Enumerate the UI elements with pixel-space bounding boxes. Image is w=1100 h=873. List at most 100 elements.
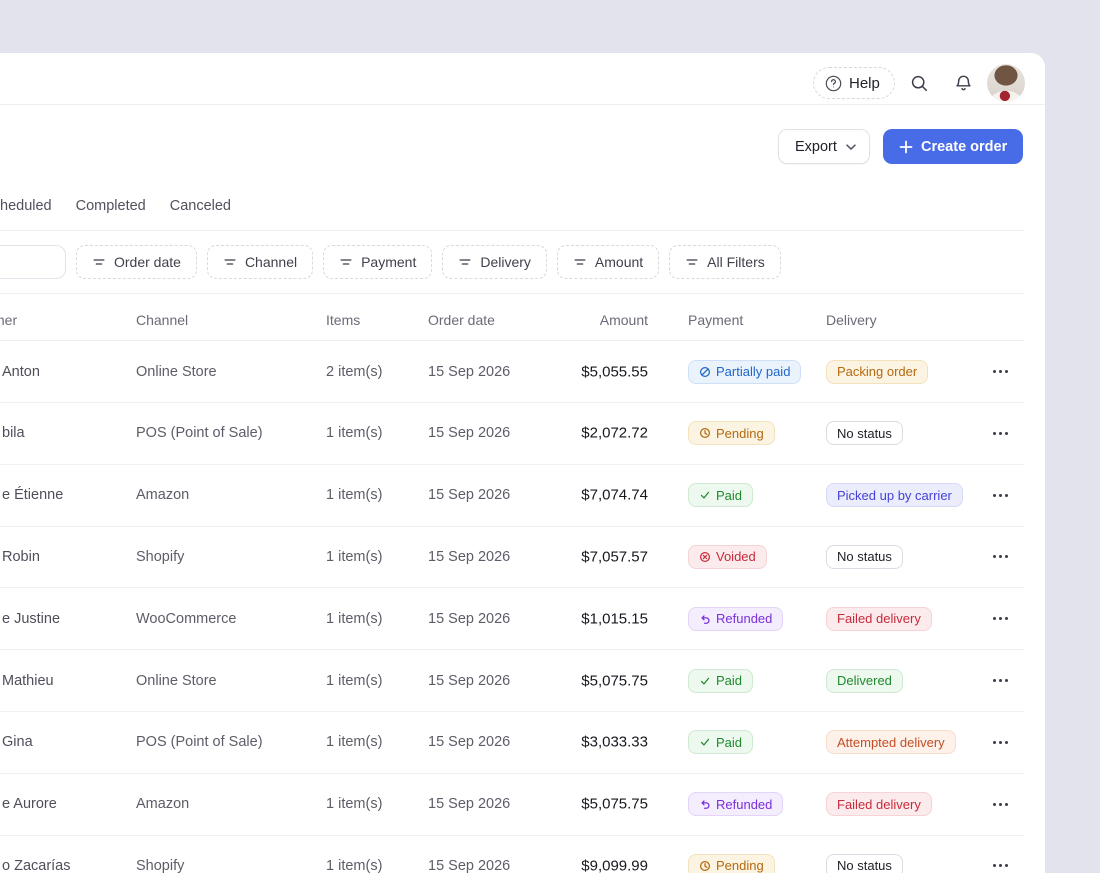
payment-status-badge: Refunded: [688, 606, 784, 631]
row-actions-button[interactable]: [984, 607, 1016, 631]
column-header-order-date: Order date: [428, 312, 495, 328]
table-row: Robin Shopify 1 item(s) 15 Sep 2026 $7,0…: [0, 526, 1024, 589]
items-cell: 1 item(s): [326, 425, 383, 442]
tab-completed[interactable]: Completed: [75, 198, 146, 214]
avatar[interactable]: [987, 64, 1025, 102]
channel-cell: Shopify: [136, 857, 185, 873]
delivery-status-badge: Packing order: [826, 359, 929, 384]
delivery-status-badge: No status: [826, 421, 903, 446]
amount-cell: $3,033.33: [581, 733, 648, 751]
badge-label: Refunded: [716, 796, 773, 812]
column-header-payment: Payment: [688, 312, 744, 328]
order-date-cell: 15 Sep 2026: [428, 672, 511, 689]
customer-name: Anton: [2, 363, 40, 380]
row-actions-button[interactable]: [984, 792, 1016, 816]
channel-cell: WooCommerce: [136, 610, 237, 627]
help-button[interactable]: Help: [813, 67, 895, 99]
filter-lines-icon: [574, 259, 586, 265]
customer-name: e Aurore: [2, 796, 57, 813]
badge-label: No status: [837, 549, 892, 565]
badge-label: Picked up by carrier: [837, 487, 952, 503]
notifications-button[interactable]: [948, 68, 978, 98]
filter-lines-icon: [224, 259, 236, 265]
table-header-row: mer Channel Items Order date Amount Paym…: [0, 300, 1024, 341]
badge-label: No status: [837, 425, 892, 441]
filter-pill-label: All Filters: [707, 254, 765, 270]
filter-lines-icon: [340, 259, 352, 265]
plus-icon: [899, 140, 913, 154]
filter-lines-icon: [686, 259, 698, 265]
amount-cell: $2,072.72: [581, 424, 648, 442]
row-actions-button[interactable]: [984, 483, 1016, 507]
undo-icon: [701, 800, 710, 809]
customer-name: o Zacarías: [2, 857, 71, 873]
row-actions-button[interactable]: [984, 545, 1016, 569]
filter-pill-label: Order date: [114, 254, 181, 270]
column-header-channel: Channel: [136, 312, 189, 328]
row-actions-button[interactable]: [984, 669, 1016, 693]
table-row: e Aurore Amazon 1 item(s) 15 Sep 2026 $5…: [0, 774, 1024, 836]
question-circle-icon: [825, 75, 842, 92]
delivery-status-badge: No status: [826, 853, 903, 873]
check-icon: [700, 739, 710, 746]
items-cell: 1 item(s): [326, 487, 383, 504]
order-date-cell: 15 Sep 2026: [428, 734, 511, 751]
badge-label: Delivered: [837, 673, 892, 688]
create-order-button[interactable]: Create order: [883, 129, 1024, 164]
table-row: Anton Online Store 2 item(s) 15 Sep 2026…: [0, 341, 1024, 403]
filter-pill-amount[interactable]: Amount: [556, 245, 660, 279]
filter-pill-payment[interactable]: Payment: [323, 245, 433, 279]
column-header-customer: mer: [0, 312, 18, 328]
order-date-cell: 15 Sep 2026: [428, 548, 511, 565]
column-header-delivery: Delivery: [826, 312, 877, 328]
filter-pill-all-filters[interactable]: All Filters: [669, 245, 781, 279]
column-header-amount: Amount: [599, 312, 648, 328]
export-button[interactable]: Export: [778, 129, 870, 164]
tab-canceled[interactable]: Canceled: [169, 198, 231, 214]
row-actions-button[interactable]: [984, 360, 1016, 384]
items-cell: 1 item(s): [326, 734, 383, 751]
search-button[interactable]: [904, 68, 934, 98]
clock-icon: [699, 860, 711, 871]
tab-heduled[interactable]: heduled: [0, 198, 52, 214]
undo-icon: [701, 615, 710, 624]
badge-label: Partially paid: [716, 364, 791, 379]
customer-name: e Étienne: [2, 487, 64, 504]
table-row: e Étienne Amazon 1 item(s) 15 Sep 2026 $…: [0, 465, 1024, 527]
payment-status-badge: Paid: [688, 483, 754, 508]
filter-pill-delivery[interactable]: Delivery: [442, 245, 547, 279]
filter-pill-channel[interactable]: Channel: [206, 245, 314, 279]
table-row: Gina POS (Point of Sale) 1 item(s) 15 Se…: [0, 712, 1024, 774]
customer-name: e Justine: [2, 610, 61, 627]
badge-label: Pending: [716, 858, 764, 873]
items-cell: 1 item(s): [326, 857, 383, 873]
delivery-status-badge: No status: [826, 544, 903, 569]
chevron-down-icon: [845, 143, 857, 151]
filter-pill-order-date[interactable]: Order date: [76, 245, 197, 279]
x-circle-icon: [699, 551, 711, 562]
items-cell: 1 item(s): [326, 672, 383, 689]
badge-label: Voided: [716, 549, 756, 565]
search-orders-input[interactable]: [0, 245, 66, 279]
payment-status-badge: Refunded: [688, 792, 784, 817]
payment-status-badge: Pending: [688, 853, 775, 873]
payment-status-badge: Partially paid: [688, 359, 802, 384]
order-date-cell: 15 Sep 2026: [428, 610, 511, 627]
items-cell: 1 item(s): [326, 796, 383, 813]
row-actions-button[interactable]: [984, 730, 1016, 754]
topbar-divider: [0, 104, 1045, 105]
channel-cell: Online Store: [136, 672, 217, 689]
column-header-items: Items: [326, 312, 361, 328]
badge-label: Failed delivery: [837, 796, 921, 812]
table-row: Mathieu Online Store 1 item(s) 15 Sep 20…: [0, 650, 1024, 712]
badge-label: Paid: [716, 734, 743, 750]
create-order-label: Create order: [921, 138, 1008, 155]
items-cell: 1 item(s): [326, 548, 383, 565]
row-actions-button[interactable]: [984, 421, 1016, 445]
badge-label: Refunded: [716, 611, 773, 627]
row-actions-button[interactable]: [984, 854, 1016, 873]
check-icon: [700, 677, 710, 685]
payment-status-badge: Voided: [688, 544, 767, 569]
filters-divider: [0, 293, 1024, 294]
